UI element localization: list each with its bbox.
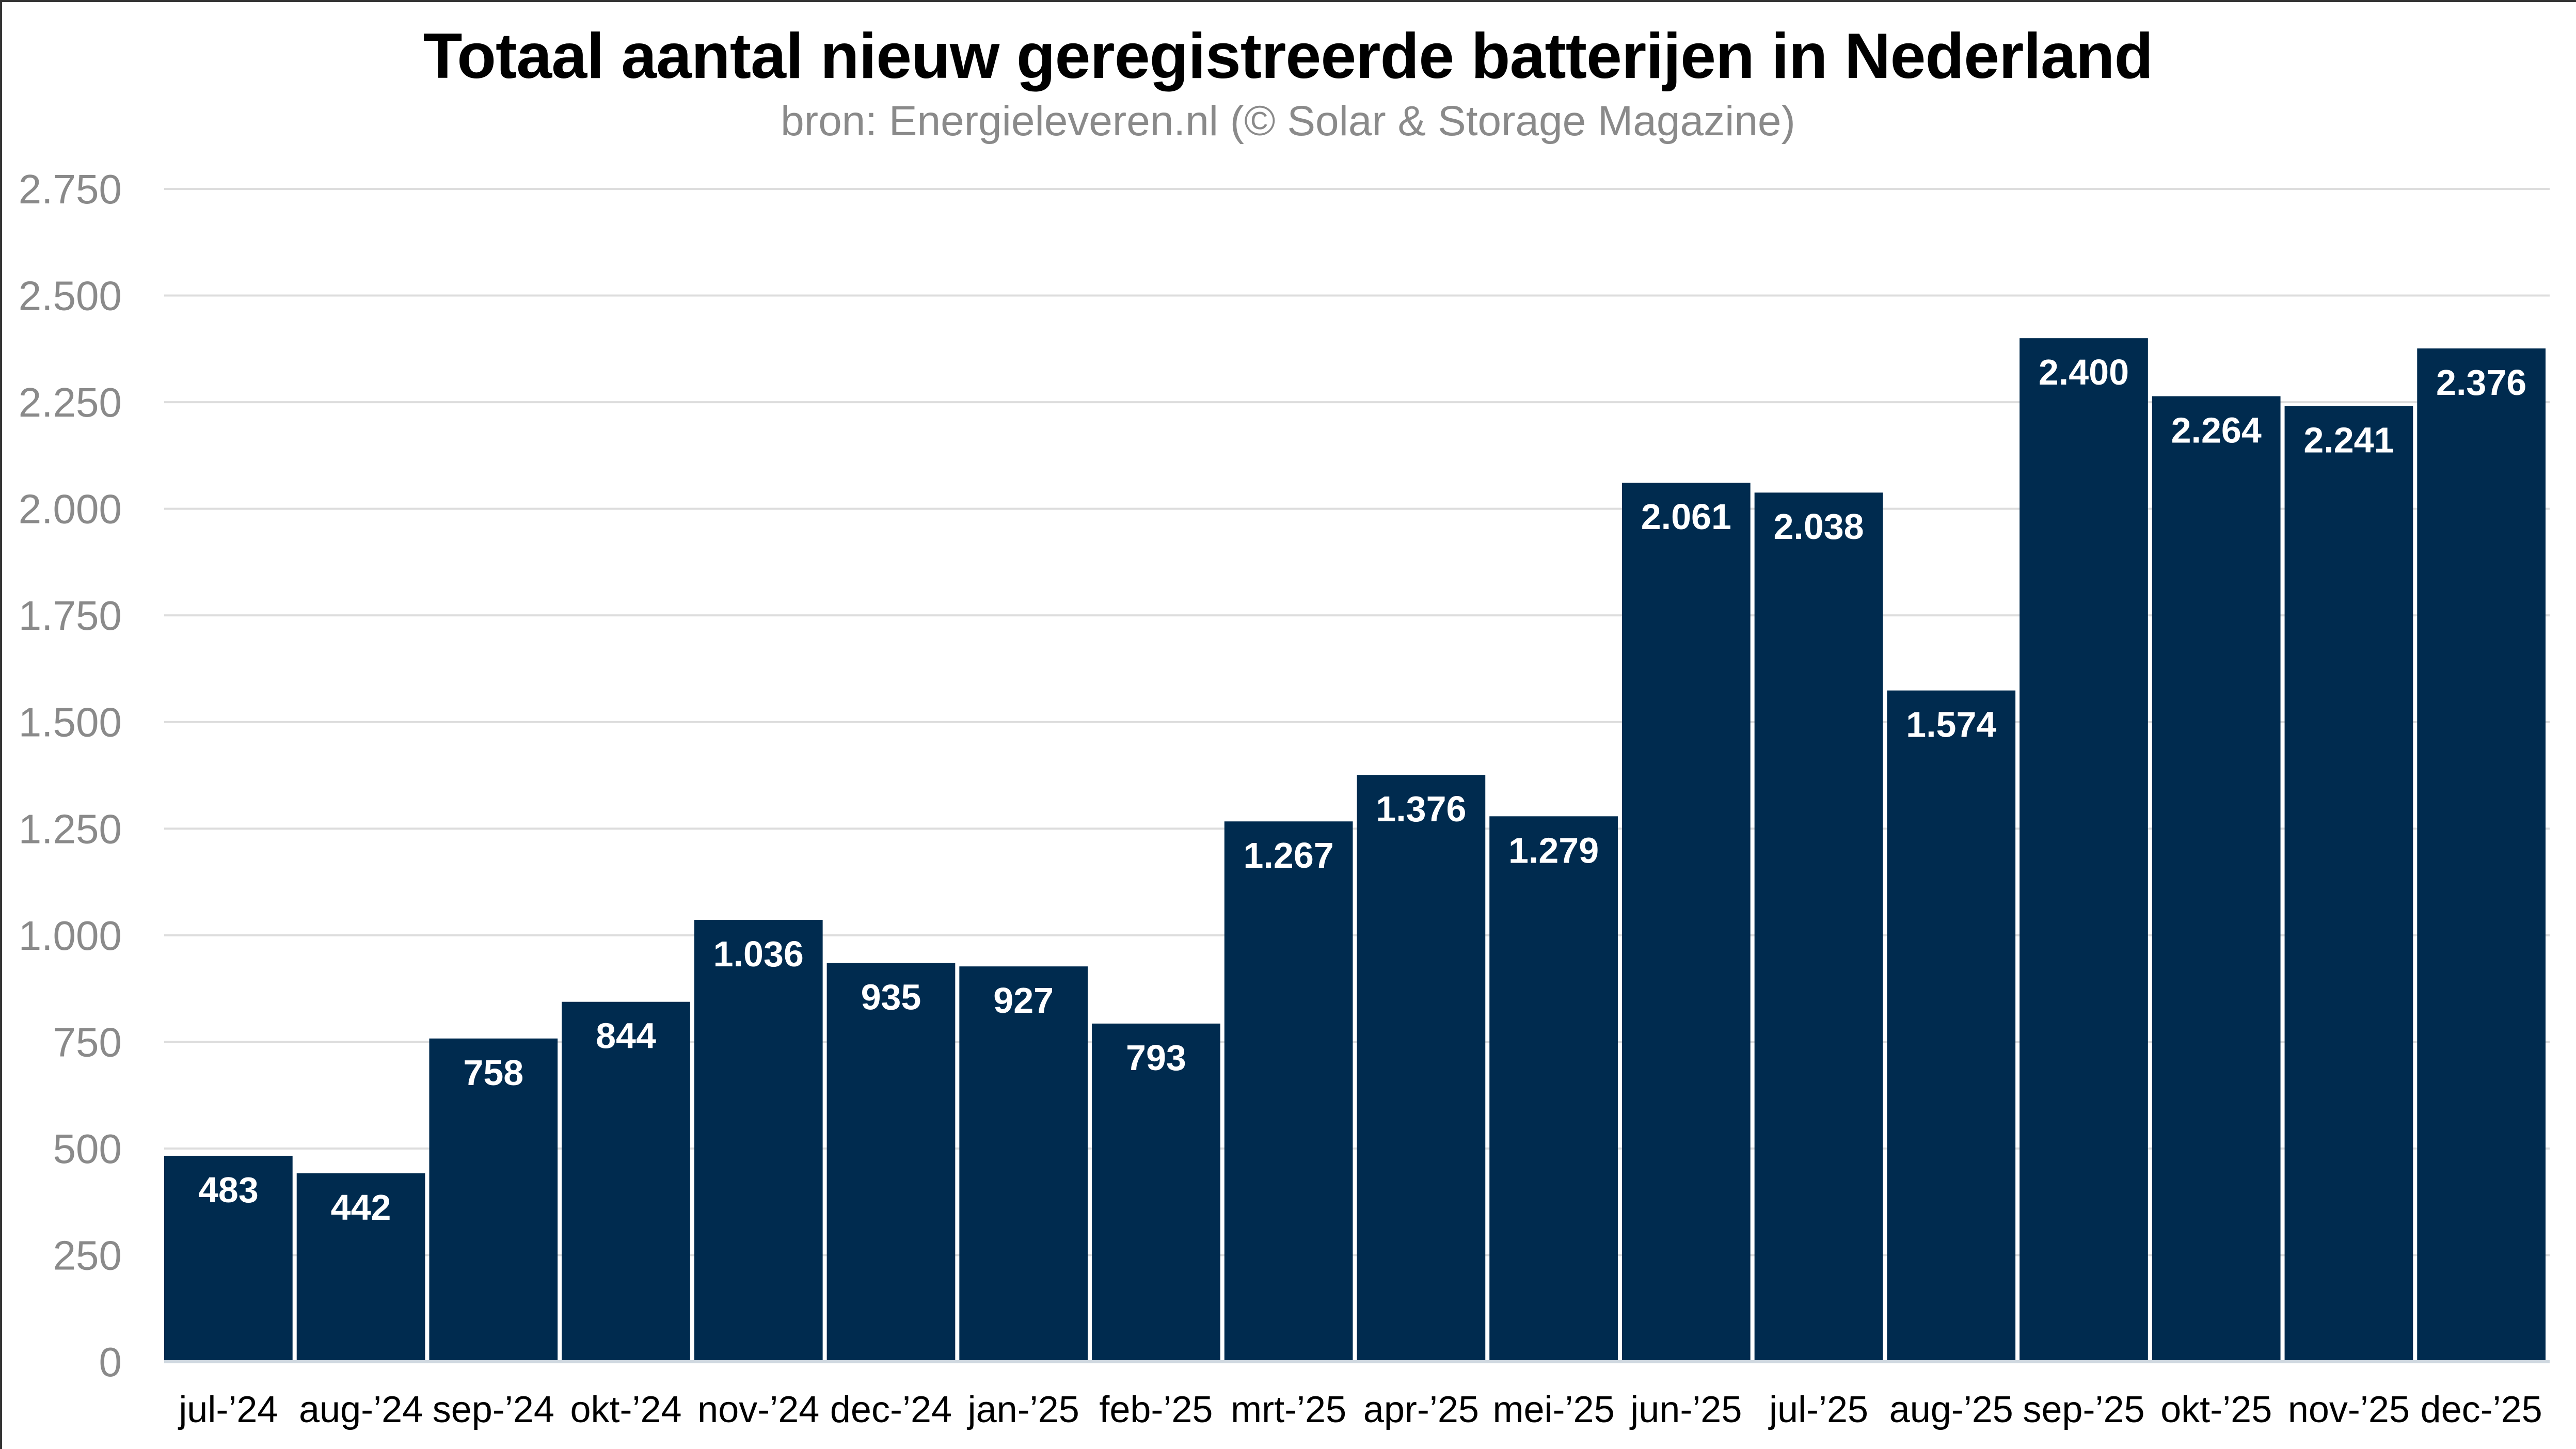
x-tick-label: nov-’24: [697, 1389, 819, 1430]
x-tick-label: apr-’25: [1363, 1389, 1479, 1430]
y-tick-label: 1.250: [19, 806, 122, 852]
bar: [2020, 338, 2148, 1362]
data-label: 935: [861, 977, 921, 1017]
x-tick-label: jul-’24: [178, 1389, 278, 1430]
data-label: 1.267: [1244, 835, 1334, 875]
data-label: 2.038: [1773, 506, 1864, 547]
bar: [164, 1155, 293, 1362]
bar: [296, 1173, 425, 1362]
x-tick-label: dec-’25: [2421, 1389, 2542, 1430]
y-tick-label: 2.750: [19, 166, 122, 212]
y-tick-label: 250: [53, 1232, 122, 1278]
y-axis: 0 250 500 750 1.000 1.250 1.500 1.750 2.000 2.250…: [19, 166, 122, 1385]
bar: [429, 1038, 558, 1362]
x-tick-label: sep-’25: [2023, 1389, 2144, 1430]
bar: [959, 966, 1088, 1362]
data-label: 442: [331, 1187, 391, 1228]
data-label: 2.241: [2303, 420, 2394, 460]
y-tick-label: 2.000: [19, 486, 122, 532]
x-tick-label: aug-’25: [1889, 1389, 2013, 1430]
bar: [1489, 816, 1618, 1362]
x-tick-label: jul-’25: [1768, 1389, 1868, 1430]
bars: [164, 338, 2546, 1362]
y-tick-label: 750: [53, 1019, 122, 1065]
bar: [562, 1001, 690, 1362]
data-label: 1.574: [1906, 705, 1996, 745]
data-labels: 483 442 758 844 1.036 935 927 793 1.267 1.376 1.27…: [198, 352, 2526, 1228]
x-tick-label: dec-’24: [830, 1389, 952, 1430]
y-tick-label: 2.250: [19, 379, 122, 425]
data-label: 483: [198, 1170, 259, 1210]
x-tick-label: mei-’25: [1493, 1389, 1615, 1430]
chart-title: Totaal aantal nieuw geregistreerde batte…: [423, 21, 2154, 92]
bar: [2152, 396, 2281, 1362]
bar: [826, 963, 956, 1362]
y-tick-label: 2.500: [19, 273, 122, 319]
y-tick-label: 1.500: [19, 699, 122, 745]
x-axis: jul-’24 aug-’24 sep-’24 okt-’24 nov-’24 dec-’…: [164, 1360, 2550, 1430]
y-tick-label: 0: [99, 1339, 122, 1385]
bar: [2417, 348, 2546, 1362]
y-tick-label: 1.000: [19, 913, 122, 959]
bar: [2284, 406, 2413, 1362]
data-label: 1.036: [713, 934, 804, 974]
data-label: 2.061: [1641, 497, 1731, 537]
data-label: 793: [1126, 1038, 1186, 1078]
x-tick-label: mrt-’25: [1231, 1389, 1346, 1430]
x-tick-label: feb-’25: [1099, 1389, 1213, 1430]
chart-subtitle: bron: Energieleveren.nl (© Solar & Stora…: [781, 98, 1795, 145]
y-tick-label: 500: [53, 1126, 122, 1172]
x-tick-label: jun-’25: [1629, 1389, 1742, 1430]
bar: [694, 920, 823, 1362]
data-label: 1.376: [1376, 789, 1466, 829]
bar: [1092, 1023, 1220, 1362]
data-label: 1.279: [1508, 830, 1599, 870]
bar: [1887, 690, 2016, 1362]
y-tick-label: 1.750: [19, 593, 122, 639]
x-tick-label: nov-’25: [2288, 1389, 2410, 1430]
data-label: 2.376: [2436, 362, 2526, 403]
x-tick-label: aug-’24: [299, 1389, 423, 1430]
x-tick-label: jan-’25: [967, 1389, 1079, 1430]
x-tick-label: sep-’24: [433, 1389, 554, 1430]
bar: [1621, 483, 1751, 1362]
bar: [1224, 821, 1353, 1362]
x-tick-label: okt-’25: [2160, 1389, 2272, 1430]
bar: [1357, 775, 1486, 1362]
data-label: 927: [993, 980, 1054, 1021]
data-label: 2.264: [2171, 410, 2262, 451]
data-label: 2.400: [2039, 352, 2129, 392]
x-tick-label: okt-’24: [570, 1389, 681, 1430]
data-label: 844: [596, 1016, 656, 1056]
data-label: 758: [463, 1053, 523, 1093]
bar: [1754, 492, 1883, 1362]
